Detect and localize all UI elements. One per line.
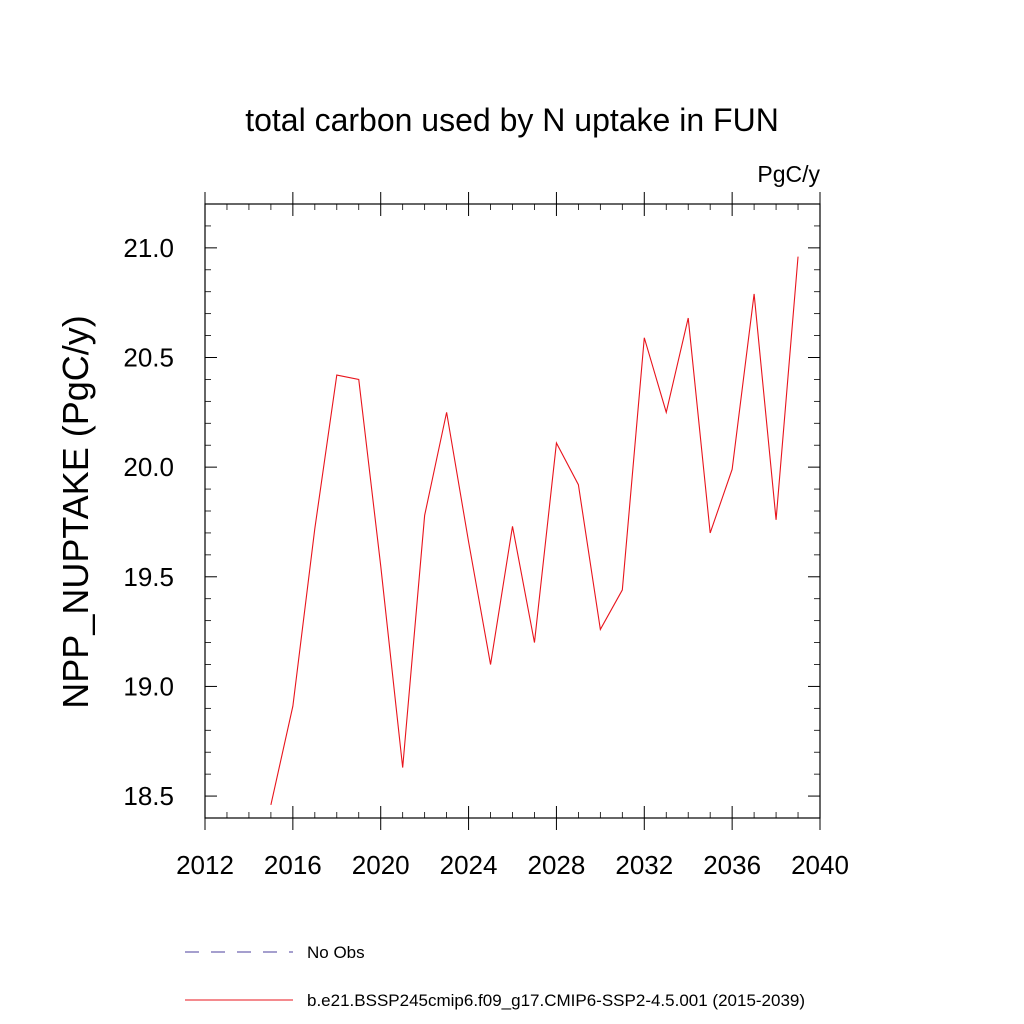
y-tick-label: 19.5 — [123, 562, 174, 592]
x-tick-label: 2036 — [703, 850, 761, 880]
x-tick-label: 2028 — [528, 850, 586, 880]
legend-label-0: No Obs — [307, 943, 365, 962]
y-axis-title: NPP_NUPTAKE (PgC/y) — [55, 315, 96, 708]
x-tick-label: 2012 — [176, 850, 234, 880]
x-tick-label: 2016 — [264, 850, 322, 880]
axis-tick-labels: 2012 2016 2020 2024 2028 2032 2036 2040 18.5 19.0… — [123, 233, 849, 880]
x-tick-label: 2020 — [352, 850, 410, 880]
legend-label-1: b.e21.BSSP245cmip6.f09_g17.CMIP6-SSP2-4.… — [307, 991, 805, 1010]
y-tick-label: 20.0 — [123, 452, 174, 482]
x-tick-label: 2024 — [440, 850, 498, 880]
axis-ticks — [204, 192, 821, 830]
y-tick-label: 20.5 — [123, 343, 174, 373]
y-tick-label: 19.0 — [123, 671, 174, 701]
legend: No Obs b.e21.BSSP245cmip6.f09_g17.CMIP6-S… — [185, 943, 805, 1010]
y-tick-label: 21.0 — [123, 233, 174, 263]
chart-title: total carbon used by N uptake in FUN — [245, 102, 779, 138]
series-line-0 — [270, 256, 799, 805]
x-tick-label: 2040 — [791, 850, 849, 880]
y-tick-label: 18.5 — [123, 781, 174, 811]
data-series — [270, 256, 799, 805]
plot-frame — [204, 203, 821, 819]
units-label: PgC/y — [757, 161, 820, 187]
x-tick-label: 2032 — [615, 850, 673, 880]
